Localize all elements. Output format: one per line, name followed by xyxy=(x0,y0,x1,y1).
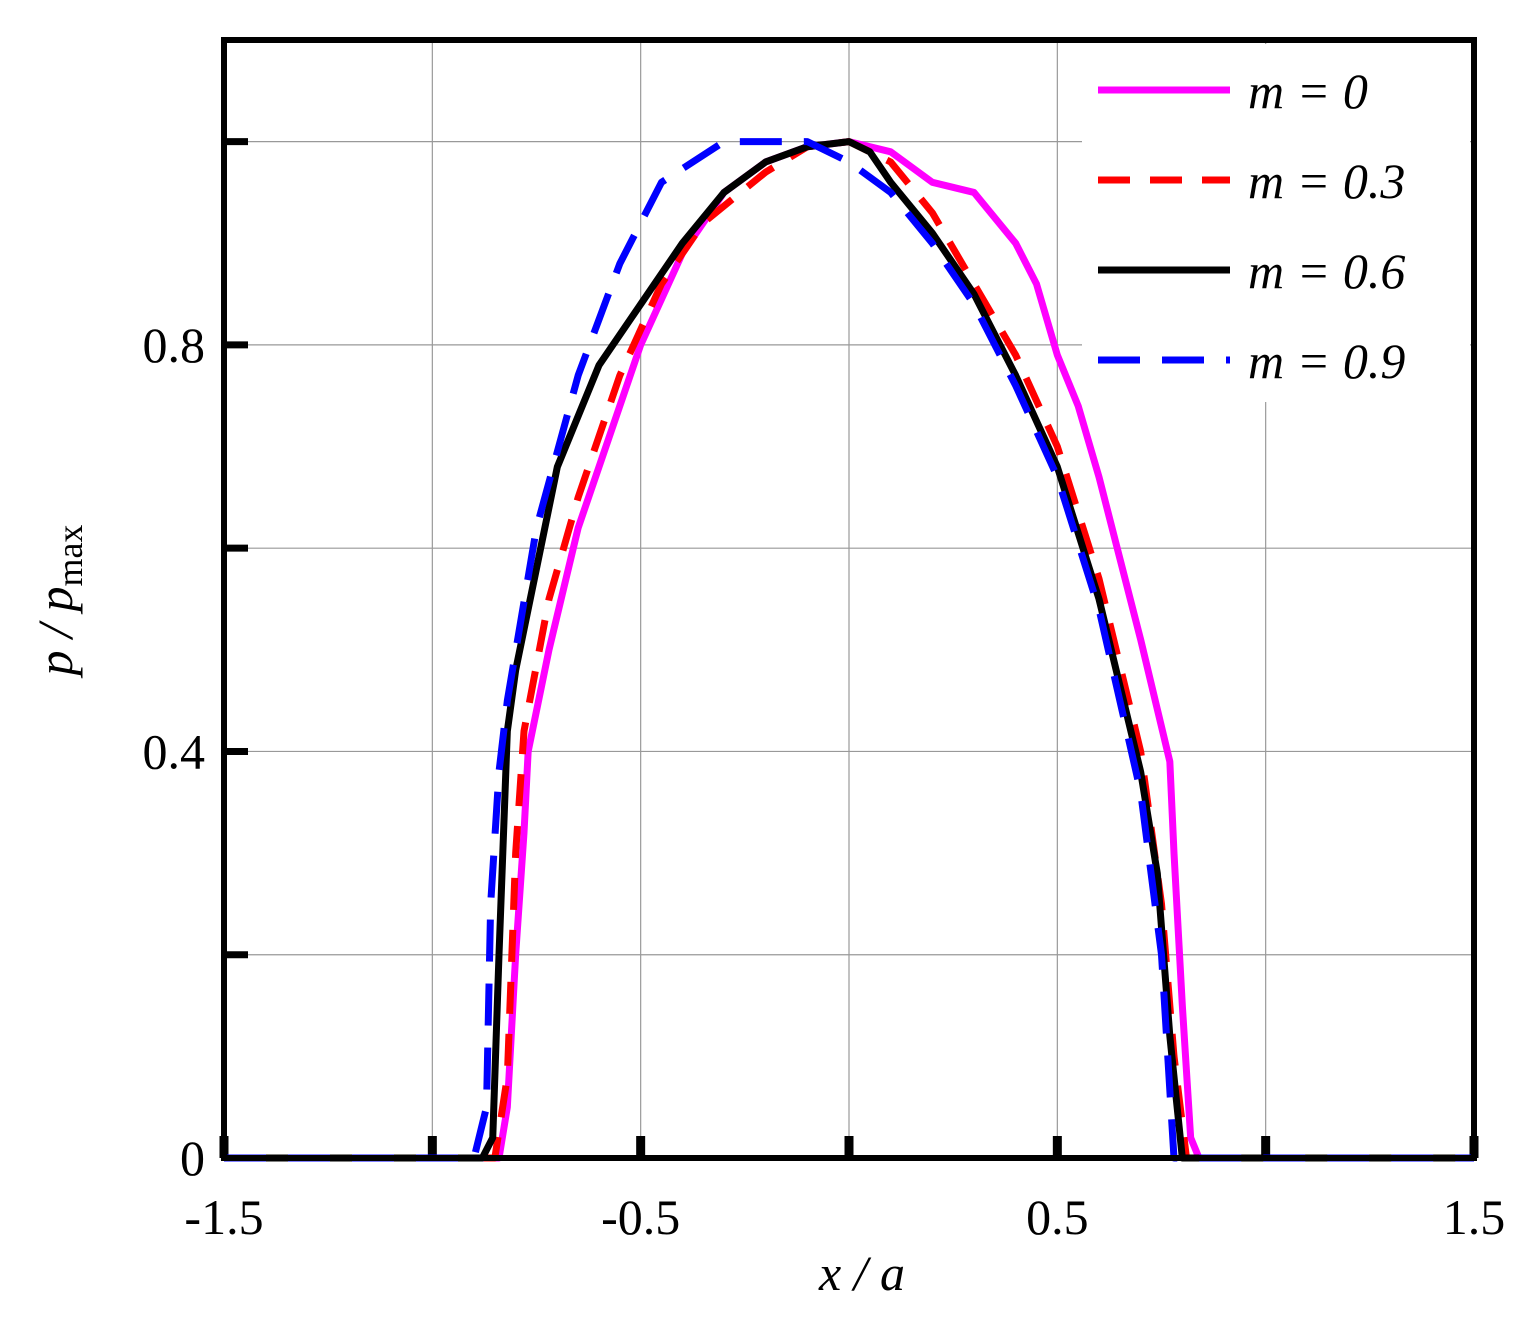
x-tick-label: -1.5 xyxy=(184,1189,263,1245)
plot-frame xyxy=(221,37,1477,1161)
y-tick-label: 0 xyxy=(180,1130,205,1186)
series-line xyxy=(224,138,1474,1162)
series-line xyxy=(224,138,1474,1162)
y-axis-label: p / pmax xyxy=(27,525,90,679)
x-tick-label: -0.5 xyxy=(601,1189,680,1245)
legend-box xyxy=(1082,44,1470,402)
y-axis-label-main: p / p xyxy=(27,587,83,679)
legend-label: m = 0 xyxy=(1248,63,1368,119)
legend-label: m = 0.3 xyxy=(1248,153,1405,209)
legend-label: m = 0.9 xyxy=(1248,333,1405,389)
x-tick-label: 1.5 xyxy=(1443,1189,1506,1245)
y-tick-label: 0.8 xyxy=(143,317,206,373)
y-axis-label-sub: max xyxy=(50,525,90,587)
series-line xyxy=(224,138,1474,1162)
y-tick-label: 0.4 xyxy=(143,723,206,779)
legend-label: m = 0.6 xyxy=(1248,243,1405,299)
x-tick-label: 0.5 xyxy=(1026,1189,1089,1245)
x-axis-label: x / a xyxy=(818,1245,905,1301)
